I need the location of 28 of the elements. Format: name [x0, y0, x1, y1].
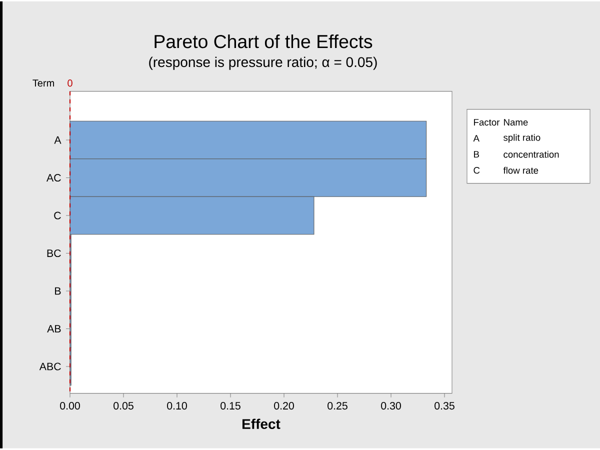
text: Factor — [474, 119, 500, 126]
x-tick-label: 0.25 — [328, 402, 348, 410]
y-tick-label: B — [55, 288, 61, 295]
x-tick-label: 0.10 — [167, 402, 187, 410]
x-tick-label: 0.05 — [114, 402, 134, 410]
text: Name — [504, 119, 528, 126]
y-axis-title: Term — [32, 80, 54, 87]
y-tick-label: ABC — [39, 362, 61, 370]
y-tick-label: BC — [47, 250, 61, 258]
text: A — [473, 135, 480, 142]
x-axis-title: Effect — [242, 418, 280, 430]
text: B — [474, 151, 479, 158]
x-tick-label: 0.15 — [220, 402, 240, 410]
x-tick-label: 0.30 — [381, 402, 401, 410]
ref-line-label: 0 — [68, 80, 72, 87]
x-tick-label: 0.35 — [434, 402, 454, 410]
text: concentration — [504, 151, 559, 158]
text: flow rate — [503, 167, 538, 174]
y-tick-label: A — [54, 136, 62, 144]
x-tick-label: 0.00 — [60, 402, 80, 410]
chart-title: Pareto Chart of the Effects — [154, 34, 372, 48]
y-tick-label: AC — [46, 174, 61, 182]
y-tick-label: AB — [47, 325, 61, 333]
text: C — [474, 167, 480, 174]
chart-subtitle: (response is pressure ratio; α = 0.05) — [149, 56, 377, 70]
text: split ratio — [504, 134, 540, 143]
y-tick-label: C — [54, 212, 61, 220]
x-tick-label: 0.20 — [274, 402, 294, 410]
